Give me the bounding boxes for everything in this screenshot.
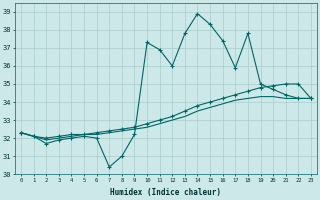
X-axis label: Humidex (Indice chaleur): Humidex (Indice chaleur) <box>110 188 221 197</box>
